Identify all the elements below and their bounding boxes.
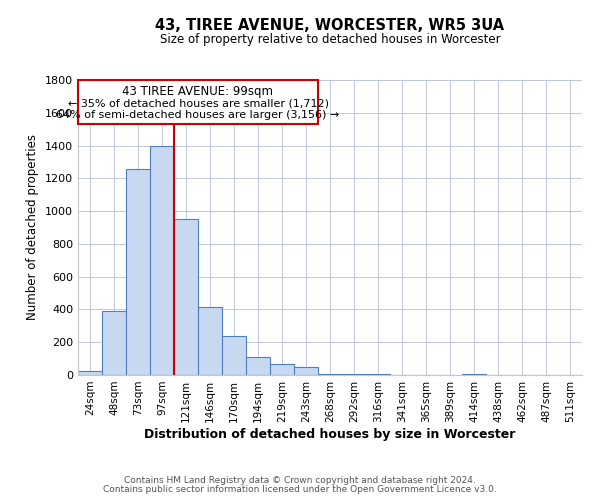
X-axis label: Distribution of detached houses by size in Worcester: Distribution of detached houses by size … xyxy=(145,428,515,440)
Text: Size of property relative to detached houses in Worcester: Size of property relative to detached ho… xyxy=(160,34,500,46)
Bar xyxy=(318,374,342,375)
Bar xyxy=(174,220,198,375)
Bar xyxy=(150,146,174,375)
Text: ← 35% of detached houses are smaller (1,712): ← 35% of detached houses are smaller (1,… xyxy=(67,98,329,108)
Bar xyxy=(246,357,270,375)
FancyBboxPatch shape xyxy=(78,80,318,124)
Bar xyxy=(462,374,486,375)
Bar xyxy=(102,311,126,375)
Text: Contains public sector information licensed under the Open Government Licence v3: Contains public sector information licen… xyxy=(103,485,497,494)
Bar xyxy=(342,374,366,375)
Bar xyxy=(126,168,150,375)
Text: 43, TIREE AVENUE, WORCESTER, WR5 3UA: 43, TIREE AVENUE, WORCESTER, WR5 3UA xyxy=(155,18,505,32)
Bar xyxy=(270,364,294,375)
Y-axis label: Number of detached properties: Number of detached properties xyxy=(26,134,40,320)
Bar xyxy=(222,336,246,375)
Bar xyxy=(78,371,102,375)
Text: Contains HM Land Registry data © Crown copyright and database right 2024.: Contains HM Land Registry data © Crown c… xyxy=(124,476,476,485)
Text: 64% of semi-detached houses are larger (3,156) →: 64% of semi-detached houses are larger (… xyxy=(56,110,340,120)
Bar xyxy=(294,367,318,375)
Text: 43 TIREE AVENUE: 99sqm: 43 TIREE AVENUE: 99sqm xyxy=(122,84,274,98)
Bar xyxy=(366,374,390,375)
Bar xyxy=(198,307,222,375)
